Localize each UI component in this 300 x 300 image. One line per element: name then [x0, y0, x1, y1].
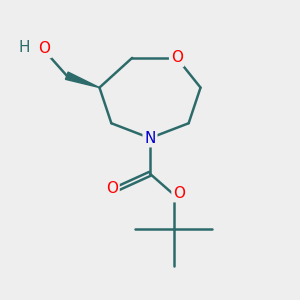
- Text: N: N: [144, 130, 156, 146]
- Text: O: O: [173, 186, 185, 201]
- Text: O: O: [38, 41, 50, 56]
- Polygon shape: [65, 72, 100, 88]
- Text: H: H: [19, 40, 30, 55]
- Text: O: O: [106, 181, 118, 196]
- Text: O: O: [171, 50, 183, 65]
